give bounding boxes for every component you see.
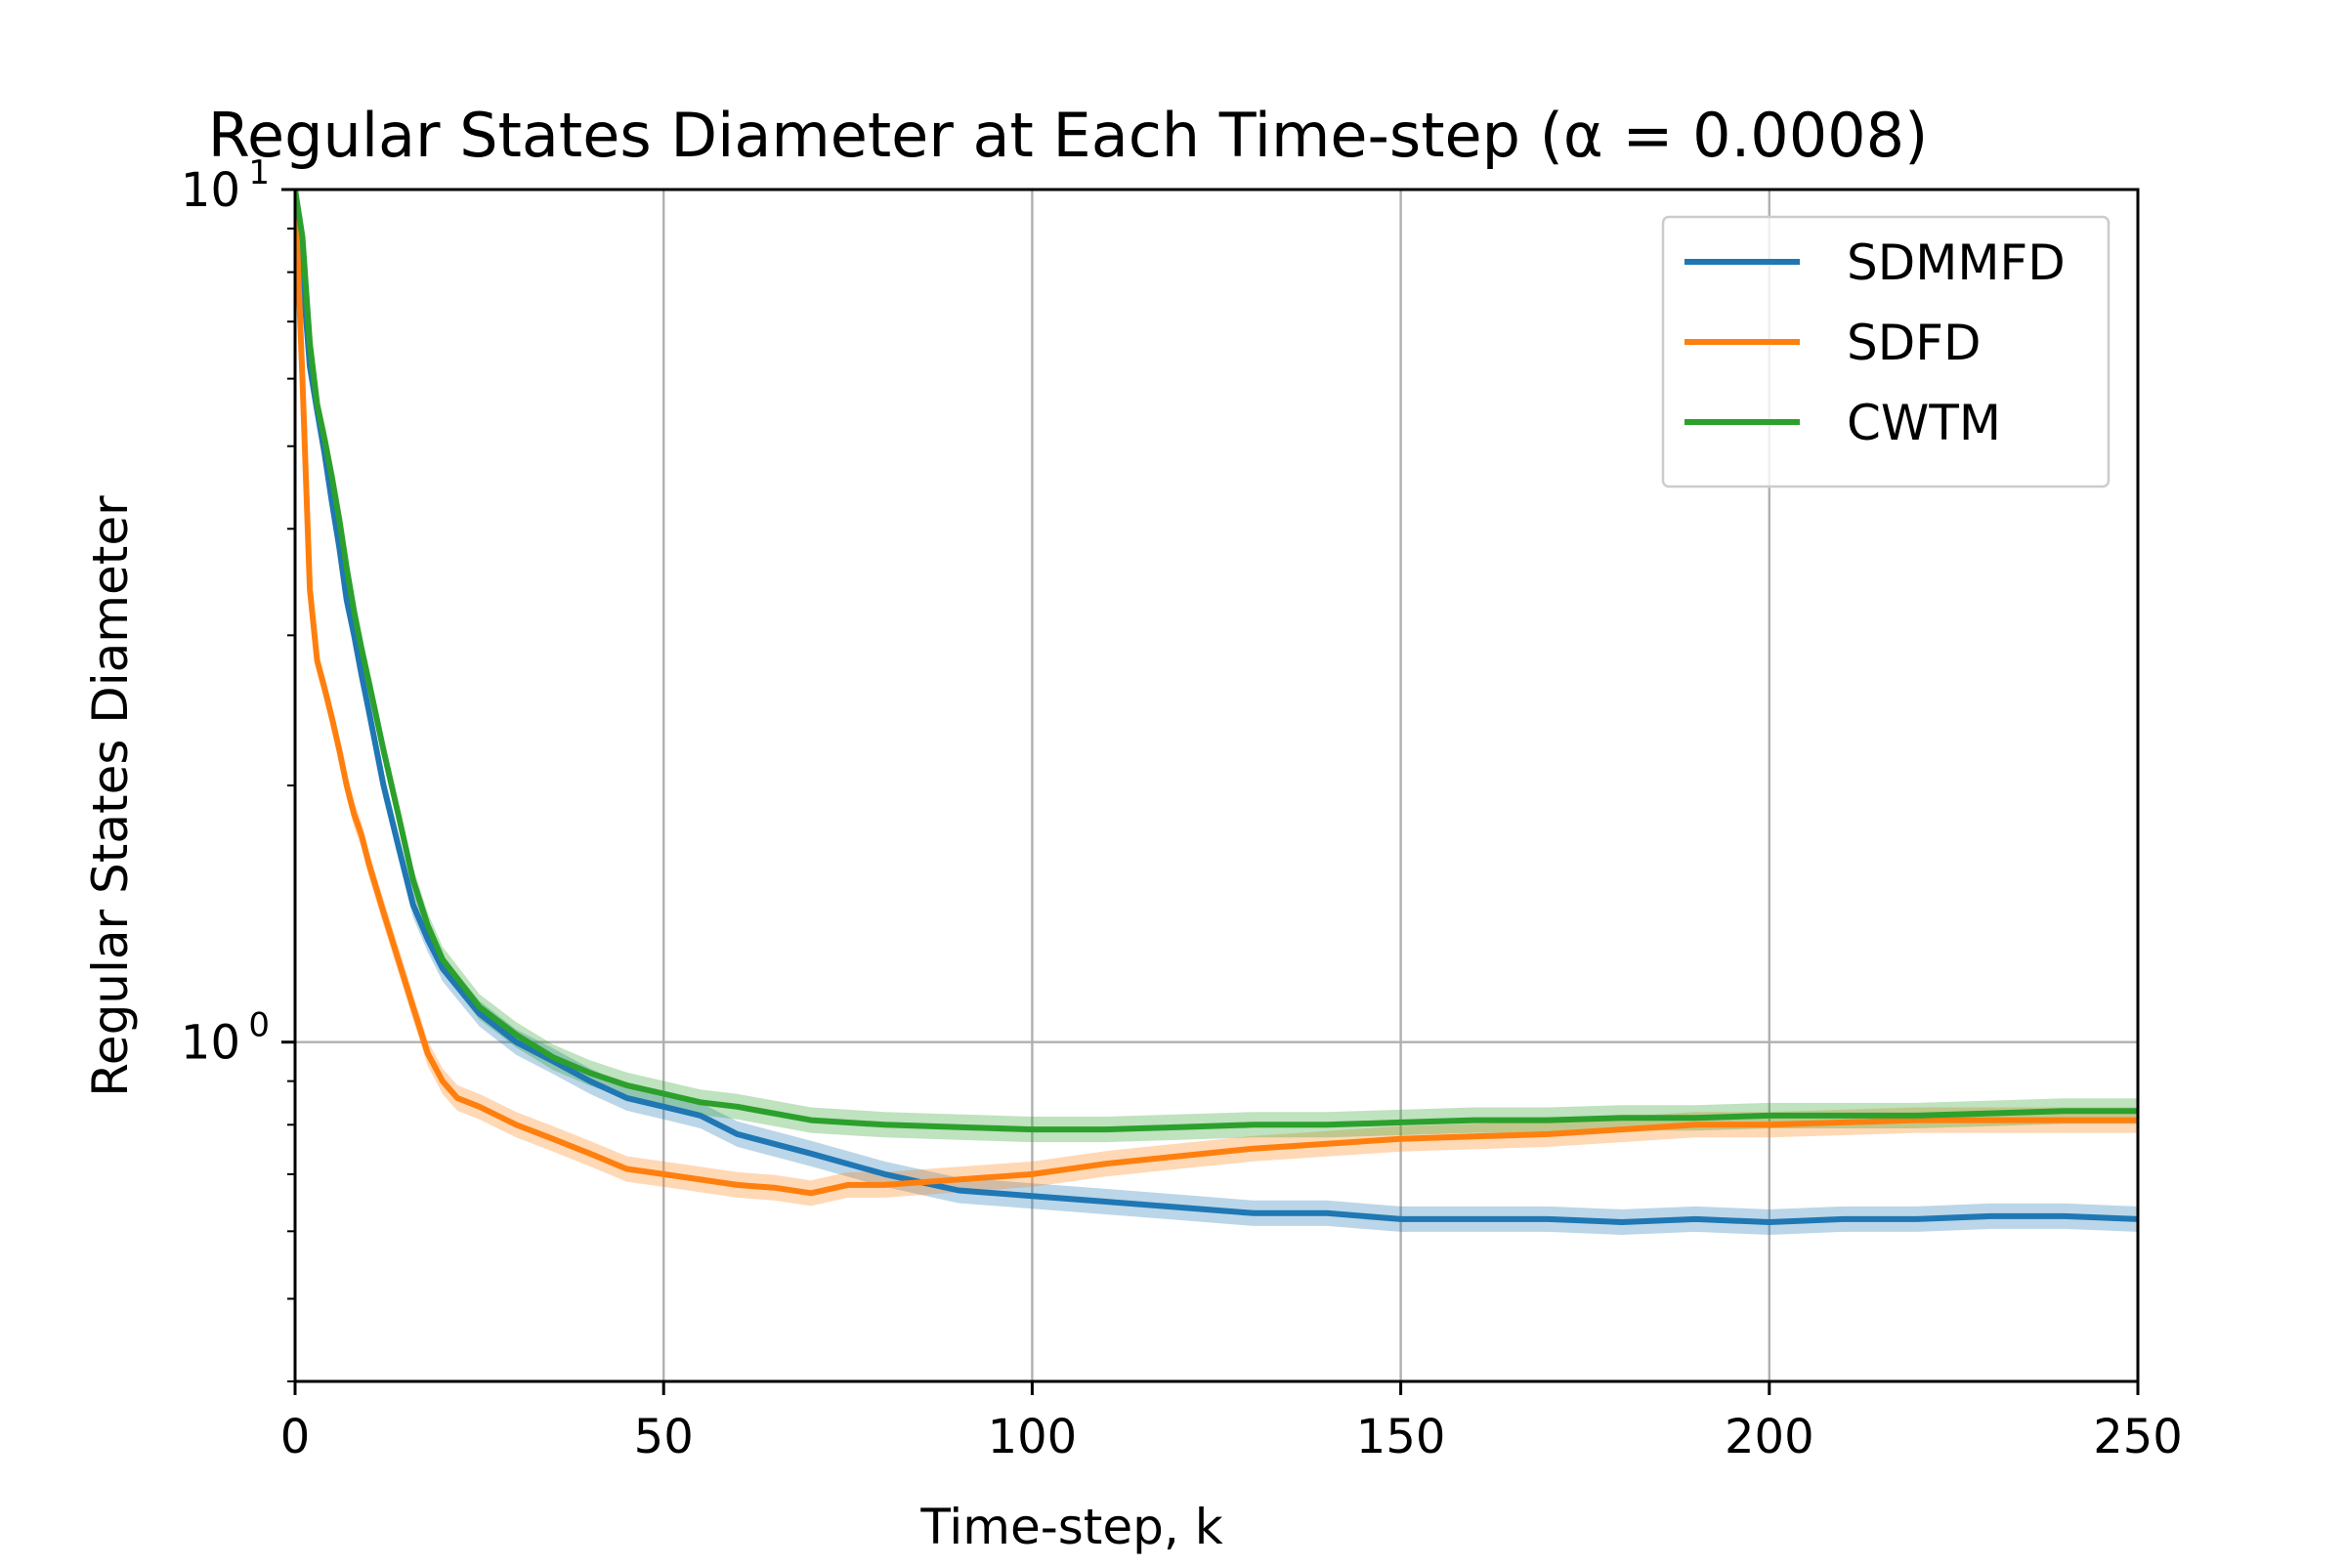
- y-axis-label: Regular States Diameter: [82, 495, 139, 1097]
- legend-label-sdmmfd: SDMMFD: [1847, 234, 2066, 291]
- x-tick-label: 150: [1356, 1410, 1446, 1464]
- x-tick-label: 50: [634, 1410, 694, 1464]
- plot-layer: [295, 190, 2138, 1235]
- y-tick-label: 10: [181, 1016, 240, 1071]
- x-tick-label: 200: [1725, 1410, 1814, 1464]
- x-axis-label: Time-step, k: [919, 1499, 1222, 1555]
- x-tick-label: 250: [2093, 1410, 2183, 1464]
- x-tick-label: 100: [988, 1410, 1078, 1464]
- x-tick-label: 0: [280, 1410, 311, 1464]
- y-tick-label: 10: [181, 163, 240, 218]
- legend-label-sdfd: SDFD: [1847, 315, 1982, 371]
- legend-label-cwtm: CWTM: [1847, 395, 2001, 451]
- series-line-cwtm: [295, 190, 2138, 1133]
- y-tick-label-exponent: 0: [248, 1006, 270, 1045]
- legend: SDMMFD SDFD CWTM: [1661, 215, 2110, 488]
- series-line-sdmmfd: [295, 190, 2138, 1225]
- y-tick-label-exponent: 1: [248, 153, 270, 192]
- chart-title: Regular States Diameter at Each Time-ste…: [208, 100, 1929, 171]
- series-line-sdfd: [295, 190, 2138, 1197]
